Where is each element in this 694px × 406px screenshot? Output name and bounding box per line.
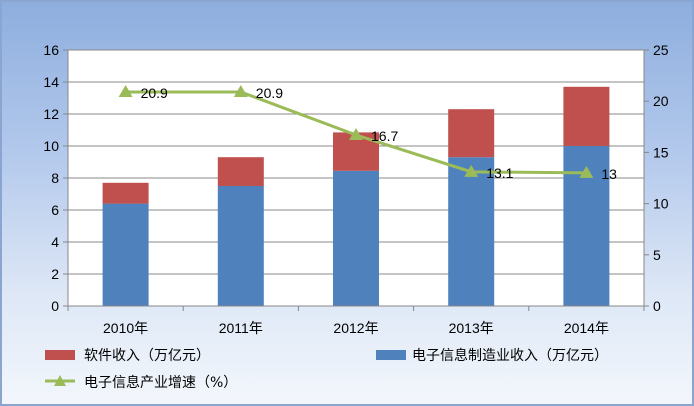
bar-segment	[448, 157, 495, 306]
triangle-marker	[349, 127, 363, 140]
left-axis-tick-label: 12	[43, 106, 59, 122]
legend-swatch-manufacturing	[376, 350, 406, 360]
bar-segment	[217, 186, 264, 306]
legend-label-growth: 电子信息产业增速（%）	[84, 374, 237, 391]
legend-marker-growth	[54, 375, 66, 386]
x-axis-category-label: 2014年	[564, 320, 609, 336]
right-axis-tick-label: 25	[653, 42, 669, 58]
bar-segment	[102, 182, 149, 204]
left-axis-tick-label: 4	[51, 234, 59, 250]
right-axis-tick-label: 5	[653, 247, 661, 263]
right-axis-tick-label: 0	[653, 298, 661, 314]
x-axis-category-label: 2012年	[333, 320, 378, 336]
x-axis-category-label: 2010年	[103, 320, 148, 336]
axes-group: 0 2 4 6 8 10 12 14 16 0 5 10 15 20 25 2010年 2011年 2012年 20…	[43, 42, 668, 336]
bar-segment	[448, 109, 495, 158]
bar-segment	[217, 157, 264, 186]
data-label: 13	[601, 166, 617, 182]
bars-group	[102, 86, 610, 306]
bar-segment	[333, 170, 379, 306]
triangle-marker	[233, 84, 248, 97]
left-axis-tick-label: 14	[43, 74, 59, 90]
legend-label-manufacturing: 电子信息制造业收入（万亿元）	[412, 347, 608, 364]
bar-segment	[102, 203, 149, 306]
bar-segment	[563, 86, 610, 146]
triangle-marker	[118, 84, 133, 97]
line-series-group: 20.9 20.9 16.7 13.1 13	[118, 84, 617, 182]
left-axis-tick-label: 2	[51, 266, 59, 282]
data-label: 20.9	[256, 85, 283, 101]
triangle-marker	[579, 165, 594, 178]
legend-swatch-software	[45, 350, 75, 360]
left-axis-tick-label: 0	[51, 298, 59, 314]
legend-label-software: 软件收入（万亿元）	[84, 348, 210, 364]
data-label: 13.1	[486, 165, 513, 181]
data-label: 20.9	[141, 85, 168, 101]
legend: 软件收入（万亿元） 电子信息制造业收入（万亿元） 电子信息产业增速（%）	[45, 347, 608, 391]
right-axis-tick-label: 10	[653, 196, 669, 212]
data-label: 16.7	[371, 128, 398, 144]
left-axis-tick-label: 6	[51, 202, 59, 218]
x-axis-category-label: 2011年	[219, 320, 263, 336]
x-axis-category-label: 2013年	[449, 320, 494, 336]
right-axis-tick-label: 20	[653, 93, 669, 109]
left-axis-tick-label: 8	[51, 170, 59, 186]
triangle-marker	[464, 164, 479, 177]
right-axis-tick-label: 15	[653, 144, 669, 160]
left-axis-tick-label: 10	[43, 138, 59, 154]
left-axis-tick-label: 16	[43, 42, 59, 58]
